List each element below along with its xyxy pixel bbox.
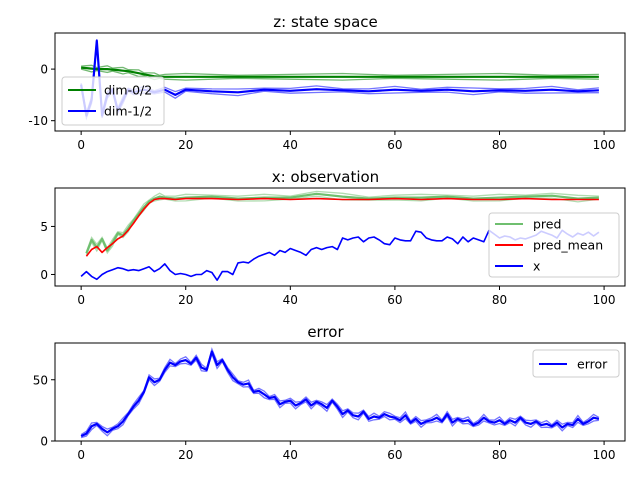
ytick-label-1-0: 0: [40, 268, 48, 282]
legend-error-label: error: [577, 357, 608, 372]
ytick-label-0-0: 0: [40, 63, 48, 77]
xtick-label-0-0: 0: [77, 138, 85, 152]
xtick-label-1-0: 0: [77, 293, 85, 307]
xtick-label-2-2: 40: [283, 448, 298, 462]
observation-legend: pred pred_mean x: [488, 212, 620, 278]
series-2-0-sample-1: [80, 351, 599, 439]
series-1-0-sample-0: [85, 190, 599, 253]
xtick-label-2-0: 0: [77, 448, 85, 462]
state-space-title: z: state space: [273, 13, 377, 31]
state-space-legend: dim-0/2 dim-1/2: [61, 76, 165, 126]
ytick-label-2-0: 0: [40, 435, 48, 449]
xtick-label-2-3: 60: [387, 448, 402, 462]
xtick-label-0-3: 60: [387, 138, 402, 152]
xtick-label-2-4: 80: [492, 448, 507, 462]
series-0-0-line: [80, 66, 599, 78]
xtick-label-0-1: 20: [178, 138, 193, 152]
xtick-label-1-5: 100: [593, 293, 616, 307]
observation-axes-frame: [54, 187, 626, 287]
observation-legend-frame: [488, 212, 620, 278]
observation-title: x: observation: [272, 168, 379, 186]
legend-x-label: x: [533, 259, 540, 274]
error-plot: error 0 20 40 60 80 100 0 50 error: [33, 323, 626, 462]
xtick-label-2-1: 20: [178, 448, 193, 462]
state-space-ticks: 0 20 40 60 80 100 0 -10: [28, 63, 615, 152]
xtick-label-1-3: 60: [387, 293, 402, 307]
series-1-0-line: [85, 192, 599, 254]
error-legend: error: [532, 349, 620, 378]
xtick-label-0-2: 40: [283, 138, 298, 152]
xtick-label-0-4: 80: [492, 138, 507, 152]
xtick-label-1-2: 40: [283, 293, 298, 307]
xtick-label-1-4: 80: [492, 293, 507, 307]
series-1-1-line: [85, 197, 599, 257]
legend-pred-mean-label: pred_mean: [533, 238, 603, 253]
state-space-plot: z: state space 0 20 40 60 80 100 0 -10 dim-0/2 …: [28, 13, 626, 152]
series-0-0-sample-0: [81, 64, 599, 76]
error-marks: [80, 347, 600, 439]
observation-ticks: 0 20 40 60 80 100 0 5: [40, 220, 615, 307]
error-legend-frame: [532, 349, 620, 378]
xtick-label-0-5: 100: [593, 138, 616, 152]
ytick-label-2-1: 50: [33, 373, 48, 387]
xtick-label-1-1: 20: [178, 293, 193, 307]
state-space-axes-frame: [54, 32, 626, 132]
error-ticks: 0 20 40 60 80 100 0 50: [33, 373, 616, 462]
series-2-0-sample-0: [80, 347, 600, 436]
legend-pred-label: pred: [533, 217, 561, 232]
error-axes-frame: [54, 342, 626, 442]
observation-plot: x: observation 0 20 40 60 80 100 0 5 pred pred_…: [40, 168, 626, 307]
xtick-label-2-5: 100: [593, 448, 616, 462]
ytick-label-0-1: -10: [28, 114, 48, 128]
error-title: error: [307, 323, 344, 341]
series-2-0-line: [80, 350, 600, 438]
legend-dim-0-label: dim-0/2: [104, 83, 152, 98]
ytick-label-1-1: 5: [40, 220, 48, 234]
legend-dim-1-label: dim-1/2: [104, 104, 152, 119]
